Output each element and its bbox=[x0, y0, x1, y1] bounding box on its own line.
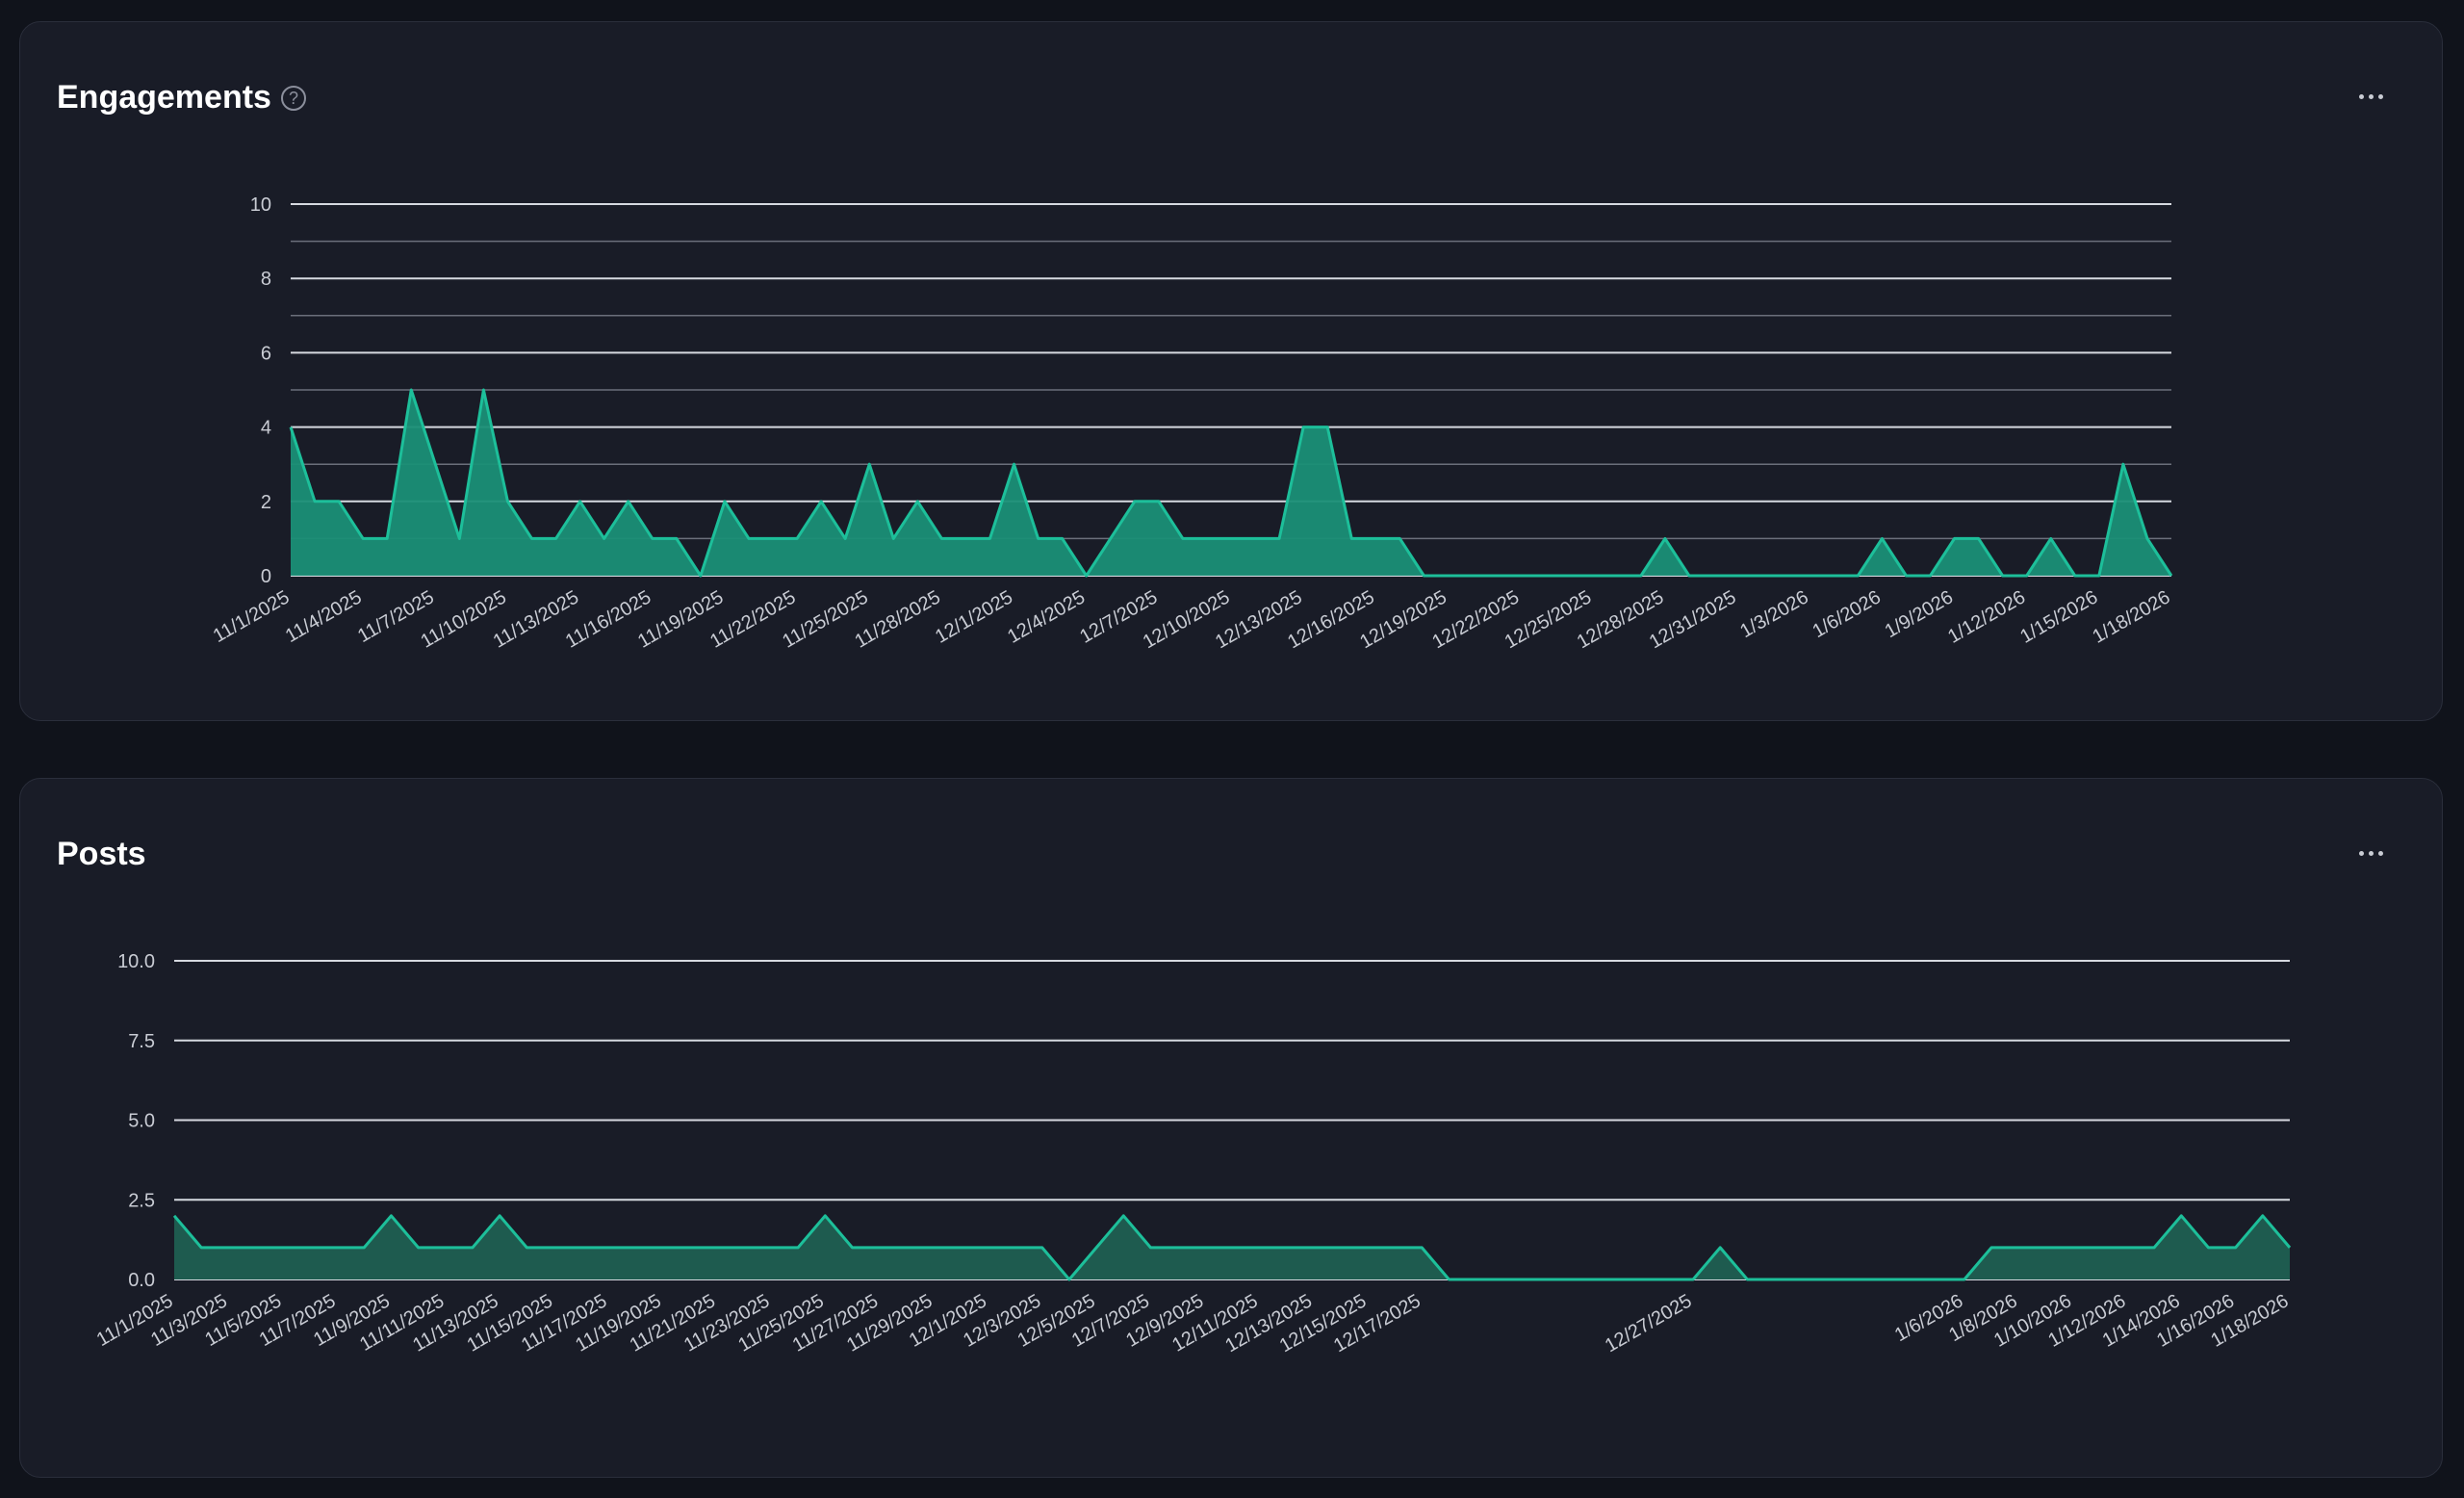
posts-y-tick-label: 7.5 bbox=[128, 1031, 155, 1052]
engagements-card: Engagements ? bbox=[19, 21, 2443, 721]
posts-y-tick-label: 10.0 bbox=[117, 951, 155, 972]
engagements-title: Engagements bbox=[57, 79, 271, 116]
engagements-chart: 024681011/1/202511/4/202511/7/202511/10/… bbox=[210, 194, 2174, 653]
engagements-y-tick-label: 4 bbox=[261, 418, 271, 439]
engagements-y-tick-label: 2 bbox=[261, 492, 271, 513]
engagements-title-row: Engagements ? bbox=[57, 78, 306, 116]
engagements-y-tick-label: 0 bbox=[261, 566, 271, 587]
posts-title-row: Posts bbox=[57, 835, 146, 873]
posts-y-tick-label: 5.0 bbox=[128, 1111, 155, 1132]
ellipsis-icon bbox=[2358, 93, 2364, 99]
engagements-menu-button[interactable] bbox=[2349, 82, 2392, 111]
posts-x-tick-label: 12/27/2025 bbox=[1602, 1290, 1696, 1356]
posts-y-tick-label: 0.0 bbox=[128, 1270, 155, 1291]
engagements-y-tick-label: 8 bbox=[261, 269, 271, 290]
posts-line bbox=[172, 1214, 2292, 1281]
engagements-y-tick-label: 10 bbox=[250, 194, 271, 216]
posts-y-tick-label: 2.5 bbox=[128, 1190, 155, 1211]
question-circle-icon[interactable]: ? bbox=[280, 86, 306, 111]
posts-card: Posts bbox=[19, 778, 2443, 1478]
posts-menu-button[interactable] bbox=[2349, 839, 2392, 867]
engagements-y-tick-label: 6 bbox=[261, 343, 271, 364]
ellipsis-icon bbox=[2358, 850, 2364, 856]
engagements-line bbox=[289, 388, 2173, 578]
posts-title: Posts bbox=[57, 836, 146, 872]
